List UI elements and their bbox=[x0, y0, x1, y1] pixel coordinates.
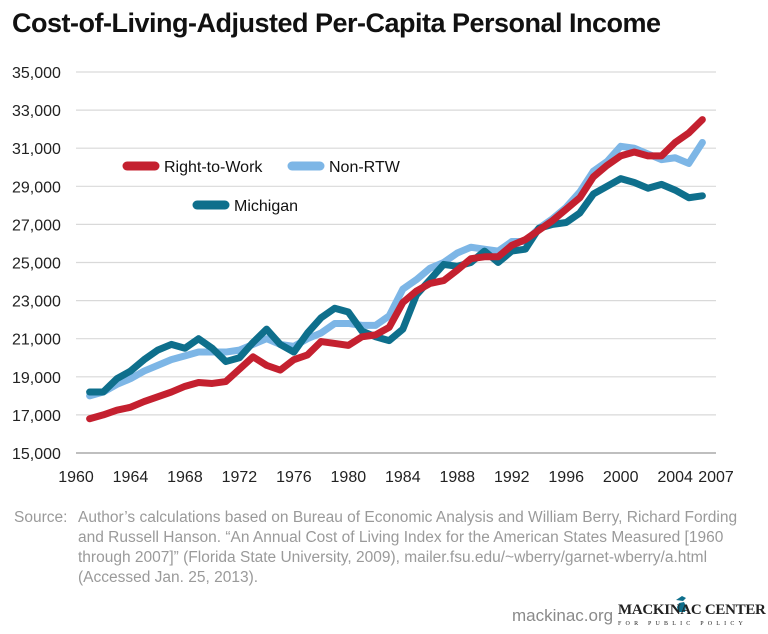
y-tick-label: 27,000 bbox=[12, 217, 61, 234]
x-tick-label: 1988 bbox=[439, 469, 475, 486]
x-tick-label: 2000 bbox=[603, 469, 639, 486]
x-tick-label: 1972 bbox=[222, 469, 258, 486]
y-tick-label: 31,000 bbox=[12, 141, 61, 158]
mackinac-logo: MACKINAC CENTER FOR PUBLIC POLICY bbox=[618, 594, 766, 628]
y-tick-label: 23,000 bbox=[12, 294, 61, 311]
x-tick-label: 1984 bbox=[385, 469, 421, 486]
x-tick-label: 1964 bbox=[113, 469, 149, 486]
y-tick-label: 19,000 bbox=[12, 370, 61, 387]
y-tick-label: 17,000 bbox=[12, 408, 61, 425]
x-tick-label: 1968 bbox=[167, 469, 203, 486]
series-line-right-to-work bbox=[86, 116, 706, 423]
y-tick-label: 29,000 bbox=[12, 179, 61, 196]
y-tick-label: 15,000 bbox=[12, 446, 61, 463]
logo-name: MACKINAC CENTER bbox=[618, 602, 766, 618]
x-tick-label: 1992 bbox=[494, 469, 530, 486]
x-tick-label: 2004 bbox=[657, 469, 693, 486]
series-line-michigan bbox=[86, 175, 706, 396]
legend-label-right-to-work: Right-to-Work bbox=[164, 159, 263, 176]
chart-title: Cost-of-Living-Adjusted Per-Capita Perso… bbox=[12, 8, 661, 38]
line-chart: 15,000 17,000 19,000 21,000 23,000 25,000 27,0… bbox=[12, 65, 734, 486]
x-tick-label: 1980 bbox=[331, 469, 367, 486]
y-tick-label: 33,000 bbox=[12, 103, 61, 120]
logo-subtitle: FOR PUBLIC POLICY bbox=[618, 621, 748, 627]
y-tick-label: 35,000 bbox=[12, 65, 61, 82]
michigan-icon bbox=[676, 596, 686, 612]
legend-label-michigan: Michigan bbox=[234, 198, 298, 215]
series-line-non-rtw bbox=[86, 138, 706, 400]
y-tick-label: 21,000 bbox=[12, 332, 61, 349]
x-tick-label: 1960 bbox=[58, 469, 94, 486]
source-label: Source: bbox=[14, 509, 68, 526]
x-tick-label: 1976 bbox=[276, 469, 312, 486]
x-tick-label: 1996 bbox=[548, 469, 584, 486]
source-text: Author’s calculations based on Bureau of… bbox=[78, 509, 738, 586]
site-link[interactable]: mackinac.org bbox=[512, 606, 614, 625]
y-tick-label: 25,000 bbox=[12, 256, 61, 273]
legend-label-non-rtw: Non-RTW bbox=[329, 159, 401, 176]
x-tick-label: 2007 bbox=[698, 469, 734, 486]
